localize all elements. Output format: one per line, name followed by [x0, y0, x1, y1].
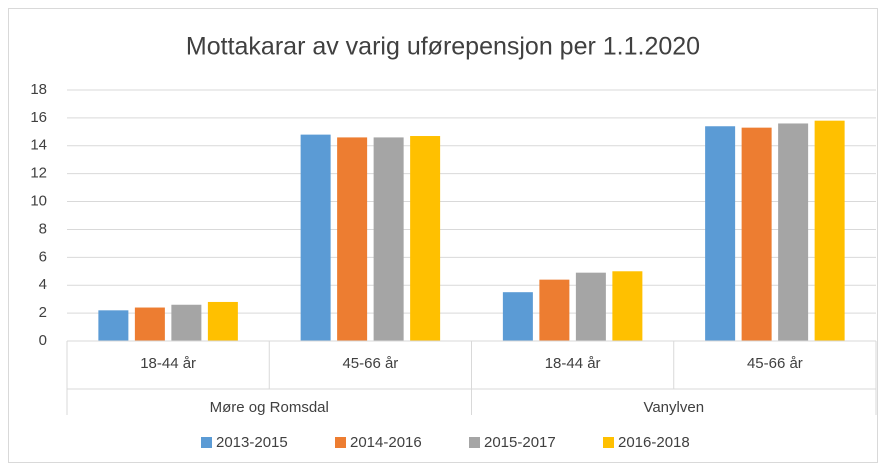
legend-label: 2013-2015 — [216, 434, 288, 451]
y-tick-label: 4 — [39, 276, 47, 293]
y-tick-label: 18 — [30, 81, 47, 98]
bar — [300, 134, 331, 341]
legend-label: 2014-2016 — [350, 434, 422, 451]
bar — [741, 127, 772, 342]
bar — [207, 301, 238, 341]
x-tick-label: 18-44 år — [140, 355, 196, 372]
bar — [134, 307, 165, 341]
y-tick-label: 8 — [39, 220, 47, 237]
legend-label: 2016-2018 — [618, 434, 690, 451]
x-tick-label: 45-66 år — [342, 355, 398, 372]
bar — [539, 279, 570, 341]
y-tick-label: 10 — [30, 193, 47, 210]
bar — [814, 120, 845, 341]
legend-swatch — [335, 437, 346, 448]
y-tick-label: 6 — [39, 248, 47, 265]
group-label: Møre og Romsdal — [210, 399, 329, 416]
chart-title: Mottakarar av varig uførepensjon per 1.1… — [186, 33, 700, 61]
legend-swatch — [201, 437, 212, 448]
bar — [575, 272, 606, 341]
y-tick-label: 14 — [30, 137, 47, 154]
y-tick-label: 16 — [30, 109, 47, 126]
bar — [612, 271, 643, 341]
bar — [98, 310, 129, 341]
legend-swatch — [469, 437, 480, 448]
x-tick-label: 45-66 år — [747, 355, 803, 372]
bar — [778, 123, 809, 341]
bar — [502, 292, 533, 341]
bar — [373, 137, 404, 341]
y-tick-label: 0 — [39, 332, 47, 349]
bar — [171, 304, 202, 341]
bar — [410, 136, 441, 341]
y-tick-label: 2 — [39, 304, 47, 321]
x-tick-label: 18-44 år — [545, 355, 601, 372]
legend-label: 2015-2017 — [484, 434, 556, 451]
bar — [705, 126, 736, 341]
legend-swatch — [603, 437, 614, 448]
group-label: Vanylven — [643, 399, 704, 416]
bar — [337, 137, 368, 341]
y-tick-label: 12 — [30, 165, 47, 182]
